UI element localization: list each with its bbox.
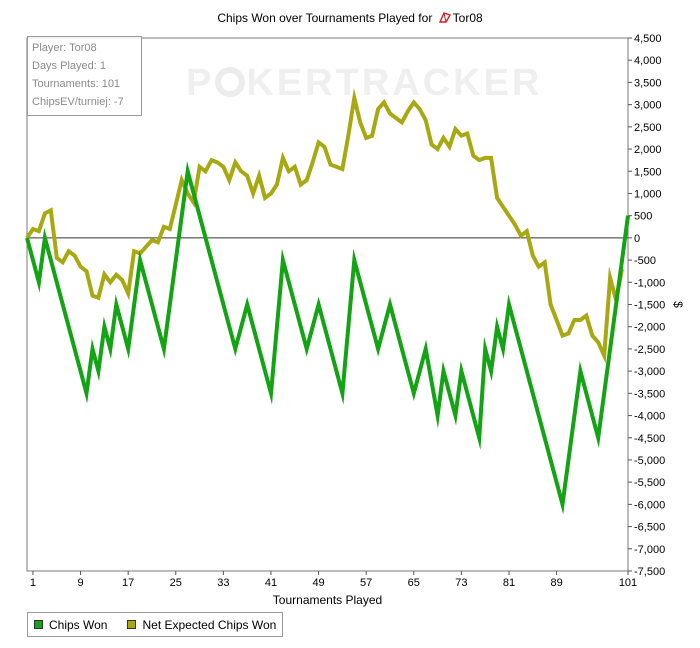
x-tick-label: 57 bbox=[360, 577, 372, 589]
player-info-box: Player: Tor08 Days Played: 1 Tournaments… bbox=[27, 36, 142, 116]
watermark-text-p: P bbox=[186, 62, 215, 104]
x-tick-label: 41 bbox=[265, 577, 277, 589]
y-tick-label: 0 bbox=[634, 233, 640, 245]
chart-legend: Chips Won Net Expected Chips Won bbox=[27, 612, 284, 637]
info-tournaments: Tournaments: 101 bbox=[32, 78, 121, 90]
x-tick-label: 17 bbox=[122, 577, 134, 589]
info-days-played: Days Played: 1 bbox=[32, 60, 106, 72]
y-tick-label: -500 bbox=[634, 255, 656, 267]
x-tick-label: 25 bbox=[170, 577, 182, 589]
legend-item-chips-won[interactable]: Chips Won bbox=[34, 618, 107, 632]
axis-labels: 4,500 4,000 3,500 3,000 2,500 2,000 1,500 1,000… bbox=[30, 33, 685, 607]
watermark-text-tracker: TRACKER bbox=[335, 62, 543, 104]
y-tick-label: -2,000 bbox=[634, 322, 665, 334]
y-tick-label: -2,500 bbox=[634, 344, 665, 356]
y-axis-label: $ bbox=[671, 301, 685, 308]
legend-label-chips-won: Chips Won bbox=[49, 617, 108, 632]
info-chipsev: ChipsEV/turniej: -7 bbox=[32, 96, 124, 108]
y-tick-label: 3,500 bbox=[634, 77, 662, 89]
y-tick-label: -4,500 bbox=[634, 433, 665, 445]
x-tick-label: 49 bbox=[312, 577, 324, 589]
x-tick-label: 9 bbox=[77, 577, 83, 589]
x-tick-label: 73 bbox=[455, 577, 467, 589]
poker-chip-icon bbox=[215, 67, 246, 97]
x-tick-label: 81 bbox=[503, 577, 515, 589]
y-tick-label: -7,500 bbox=[634, 566, 665, 578]
series-lines bbox=[25, 87, 630, 515]
y-tick-label: -6,000 bbox=[634, 499, 665, 511]
y-tick-label: -1,000 bbox=[634, 277, 665, 289]
series-line-net-expected bbox=[25, 87, 624, 364]
y-tick-label: -6,500 bbox=[634, 522, 665, 534]
chart-title-text: Chips Won over Tournaments Played for bbox=[217, 11, 433, 25]
chart-title-player: Tor08 bbox=[452, 11, 483, 25]
legend-swatch-chips-won bbox=[34, 620, 43, 629]
y-tick-label: -5,500 bbox=[634, 477, 665, 489]
x-tick-label: 33 bbox=[217, 577, 229, 589]
y-tick-label: 4,000 bbox=[634, 55, 662, 67]
y-tick-label: 2,000 bbox=[634, 144, 662, 156]
y-tick-label: -4,000 bbox=[634, 411, 665, 423]
watermark-text-ker: KER bbox=[246, 62, 336, 104]
pokertracker-logo-icon bbox=[438, 12, 451, 23]
info-player: Player: Tor08 bbox=[32, 42, 97, 54]
y-tick-label: 4,500 bbox=[634, 33, 662, 45]
legend-label-net-expected: Net Expected Chips Won bbox=[142, 617, 277, 632]
y-tick-label: 1,000 bbox=[634, 188, 662, 200]
y-tick-label: -5,000 bbox=[634, 455, 665, 467]
legend-swatch-net-expected bbox=[127, 620, 137, 629]
y-tick-label: -3,000 bbox=[634, 366, 665, 378]
x-tick-label: 65 bbox=[408, 577, 420, 589]
chart-title: Chips Won over Tournaments Played for To… bbox=[0, 11, 700, 25]
x-axis-label: Tournaments Played bbox=[273, 593, 382, 607]
y-tick-label: -1,500 bbox=[634, 300, 665, 312]
y-tick-label: 3,000 bbox=[634, 100, 662, 112]
y-tick-label: 2,500 bbox=[634, 122, 662, 134]
pokertracker-watermark: P KERTRACKER bbox=[186, 62, 542, 105]
x-tick-label: 89 bbox=[550, 577, 562, 589]
y-tick-label: -3,500 bbox=[634, 388, 665, 400]
x-tick-label: 101 bbox=[619, 577, 637, 589]
x-tick-label: 1 bbox=[30, 577, 36, 589]
series-line-chips-won bbox=[25, 161, 630, 515]
y-tick-label: -7,000 bbox=[634, 544, 665, 556]
legend-item-net-expected[interactable]: Net Expected Chips Won bbox=[127, 618, 276, 632]
y-tick-label: 1,500 bbox=[634, 166, 662, 178]
y-tick-label: 500 bbox=[634, 211, 652, 223]
